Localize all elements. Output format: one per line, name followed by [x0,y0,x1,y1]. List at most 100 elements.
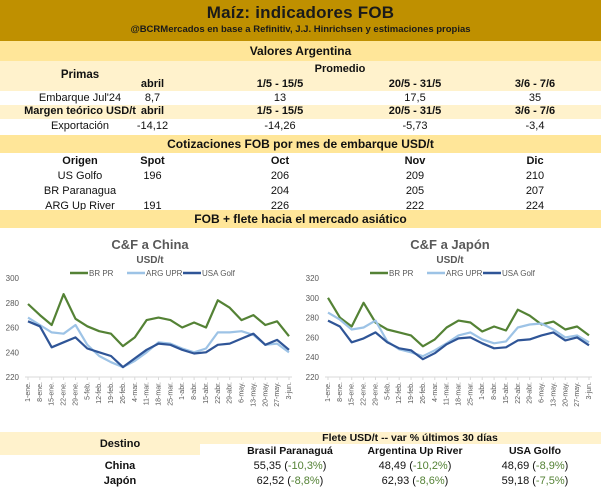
flete-value: 55,35 ( [253,460,288,472]
x-tick-label: 22-abr. [215,382,222,404]
cell-value: -3,4 [525,120,545,132]
x-tick-label: 5-feb. [84,382,91,400]
legend-label: ARG UPR [446,269,483,278]
cell-value: -14,12 [136,120,169,132]
chart-title: C&F a China [111,237,189,252]
period-header: 3/6 - 7/6 [514,105,556,117]
flete-paren: ) [319,475,324,487]
flete-value: 62,52 ( [256,475,291,487]
cell-value: 13 [273,92,287,104]
col-header: Argentina Up River [367,445,463,457]
x-tick-label: 12-feb. [96,382,103,404]
col-header: Origen [62,155,98,167]
col-header: Dic [526,155,544,167]
valores-argentina-title: Valores Argentina [0,41,601,61]
destino-cell: China [104,460,136,472]
x-tick-label: 5-feb. [384,382,391,400]
flete-cell: 62,93 (-8,6%) [355,475,475,487]
cell-value: -5,73 [402,120,428,132]
x-tick-label: 15-abr. [203,382,210,404]
x-tick-label: 1-ene. [325,382,332,402]
cotizaciones-title: Cotizaciones FOB por mes de embarque USD… [0,135,601,153]
x-tick-label: 15-abr. [503,382,510,404]
legend-item: BR PR [70,269,114,278]
y-tick-label: 280 [6,299,20,308]
flete-value: 59,18 ( [501,475,536,487]
flete-var: -8,9% [535,460,565,472]
col-header: Nov [404,155,426,167]
x-tick-label: 27-may. [574,382,581,407]
y-tick-label: 260 [306,333,320,342]
x-tick-label: 8-abr. [191,382,198,400]
spot-cell: 191 [143,200,162,212]
legend-label: BR PR [89,269,114,278]
oct-cell: 206 [270,170,290,182]
flete-paren: ) [447,460,452,472]
x-tick-label: 6-may. [539,382,546,403]
promedio-label: Promedio [314,63,366,75]
period-header: abril [140,78,165,90]
x-tick-label: 1-ene. [25,382,32,402]
flete-cell: 59,18 (-7,5%) [480,475,590,487]
x-tick-label: 22-ene. [61,382,68,406]
x-tick-label: 3-jun. [286,382,293,400]
x-tick-label: 26-feb. [120,382,127,404]
dic-cell: 210 [525,170,545,182]
y-tick-label: 240 [306,353,320,362]
x-tick-label: 4-mar. [132,382,139,402]
x-tick-label: 13-may. [550,382,557,407]
china-chart: C&F a China USD/t BR PR ARG UPR USA Golf 220 2… [6,237,293,407]
y-tick-label: 280 [306,314,320,323]
dic-cell: 207 [525,185,545,197]
series-line-usa-golf [27,320,290,369]
y-tick-label: 320 [306,274,320,283]
destino-label: Destino [99,438,141,450]
row-label: Embarque Jul'24 [38,92,122,104]
chart-title: C&F a Japón [410,237,490,252]
x-tick-label: 18-mar. [456,382,463,406]
x-tick-label: 19-feb. [408,382,415,404]
primas-label: Primas [60,69,100,81]
page-subtitle: @BCRMercados en base a Refinitiv, J.J. H… [130,24,471,35]
col-header: Spot [140,155,165,167]
x-tick-label: 26-feb. [420,382,427,404]
japan-chart: C&F a Japón USD/t BR PR ARG UPR USA Golf 220 2… [306,237,593,407]
x-tick-label: 8-ene. [37,382,44,402]
y-tick-label: 300 [306,294,320,303]
x-tick-label: 8-ene. [337,382,344,402]
primas-header-row [0,61,601,91]
nov-cell: 222 [405,200,425,212]
period-header: 20/5 - 31/5 [388,78,442,90]
flete-title: Flete USD/t -- var % últimos 30 días [322,432,498,444]
flete-var: -8,8% [290,475,320,487]
x-tick-label: 29-abr. [527,382,534,404]
period-header: 20/5 - 31/5 [388,105,442,117]
legend-label: BR PR [389,269,414,278]
legend-item: ARG UPR [427,269,483,278]
legend-label: ARG UPR [146,269,183,278]
x-tick-label: 15-ene. [49,382,56,406]
chart-subtitle: USD/t [136,255,164,266]
flete-var: -10,3% [287,460,323,472]
period-header: abril [140,105,165,117]
x-tick-label: 19-feb. [108,382,115,404]
x-tick-label: 25-mar. [167,382,174,406]
x-tick-label: 3-jun. [586,382,593,400]
destino-header-bg [0,444,200,455]
spot-cell: 196 [143,170,162,182]
x-tick-label: 20-may. [262,382,269,407]
nov-cell: 205 [405,185,425,197]
period-header: 1/5 - 15/5 [256,105,304,117]
col-header: Oct [270,155,290,167]
flete-cell: 62,52 (-8,8%) [235,475,345,487]
period-header: 1/5 - 15/5 [256,78,304,90]
legend-label: USA Golf [202,269,236,278]
series-line-usa-golf [327,319,590,361]
flete-var: -7,5% [535,475,565,487]
series-line-arg-upr [327,311,590,358]
margen-label: Margen teórico USD/t [24,105,136,117]
cell-value: 17,5 [404,92,426,104]
x-tick-label: 29-ene. [72,382,79,406]
x-tick-label: 29-ene. [372,382,379,406]
oct-cell: 204 [270,185,290,197]
